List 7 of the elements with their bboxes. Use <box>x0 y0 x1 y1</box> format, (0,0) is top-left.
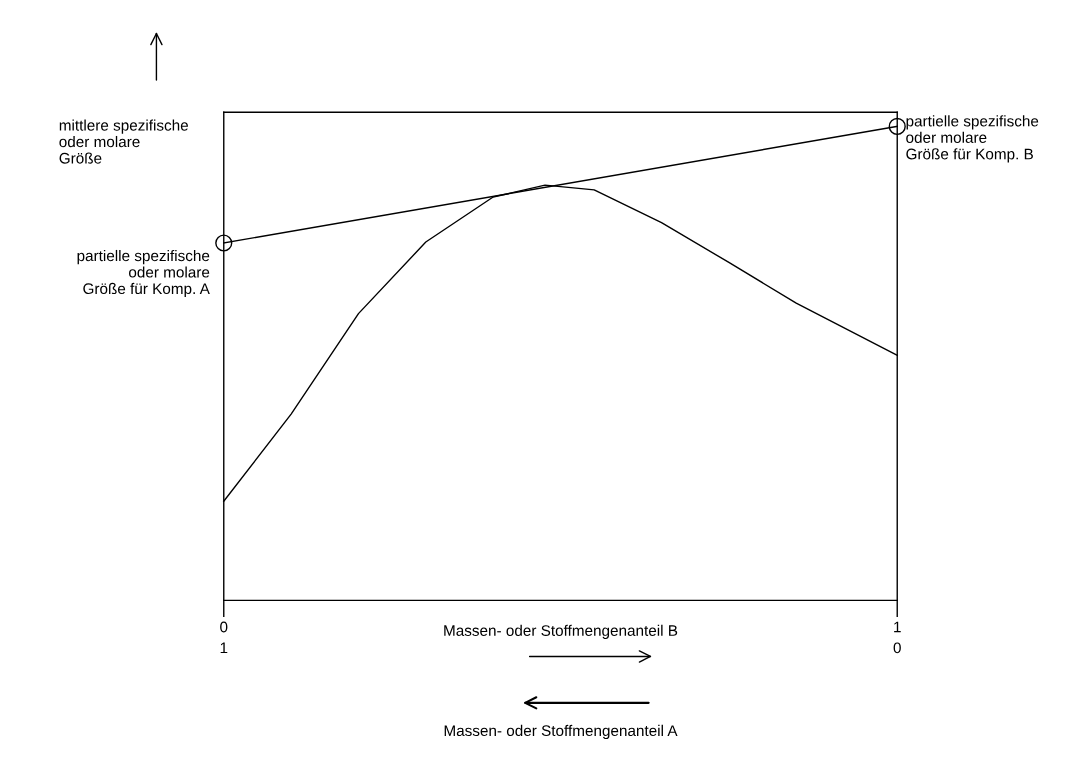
annotation: partielle spezifische oder molare Größe für Komp. A <box>77 249 210 298</box>
annotation: partielle spezifische oder molare Größe für Komp. B <box>906 115 1039 163</box>
text: Massen- oder Stoffmengenanteil A <box>444 724 678 740</box>
x2-tick-label: 1 <box>220 642 228 654</box>
x2-tick-label: 0 <box>893 642 901 654</box>
x-axis-title: Massen- oder Stoffmengenanteil B <box>444 624 678 639</box>
y-axis-title: mittlere spezifische oder molare Größe <box>59 119 188 164</box>
